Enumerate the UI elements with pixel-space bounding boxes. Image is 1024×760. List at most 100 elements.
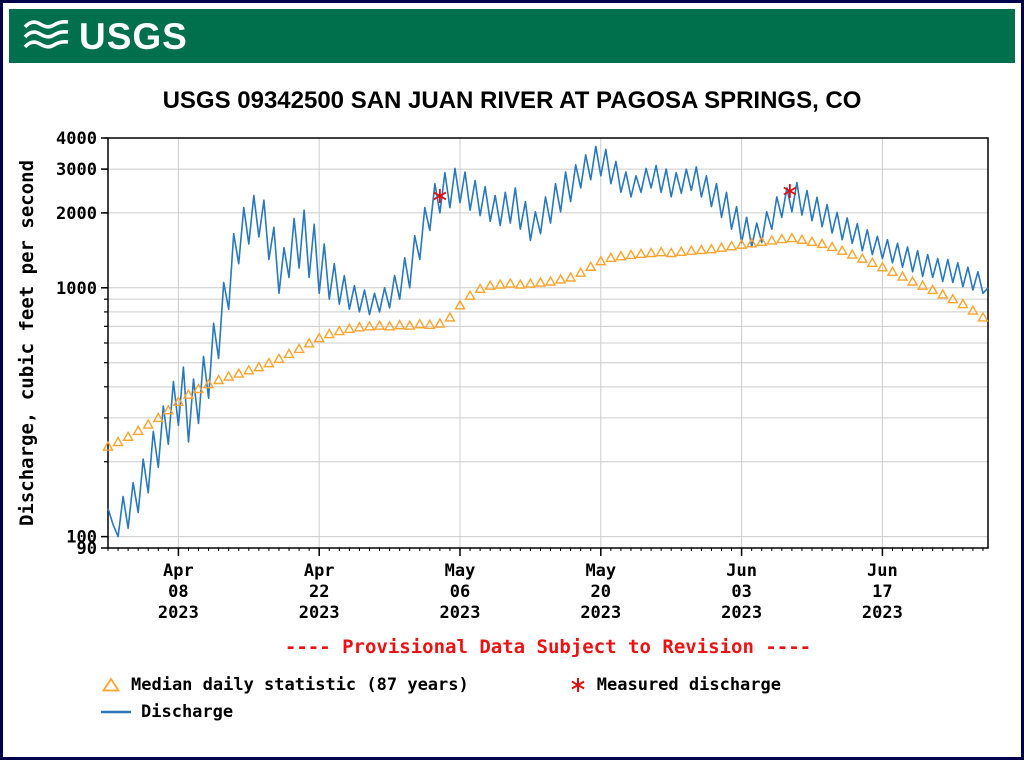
median-triangle-marker [122, 430, 134, 441]
discharge-line [107, 145, 989, 538]
svg-text:Apr: Apr [304, 561, 335, 581]
median-triangle-marker [233, 367, 245, 378]
median-triangle-icon [101, 676, 121, 694]
median-triangle-marker [494, 278, 506, 289]
median-triangle-marker [766, 234, 778, 245]
median-triangle-marker [796, 233, 808, 244]
usgs-header-banner: USGS [9, 9, 1015, 63]
measured-asterisk-icon [569, 676, 587, 694]
svg-text:2023: 2023 [580, 603, 621, 623]
hydrograph-svg: 400030002000100010090Apr082023Apr222023M… [16, 129, 989, 623]
median-triangle-marker [152, 411, 164, 423]
svg-text:1000: 1000 [56, 279, 97, 299]
svg-text:03: 03 [731, 582, 751, 602]
median-triangle-marker [937, 288, 949, 299]
median-triangle-marker [373, 319, 386, 330]
median-triangle-marker [323, 328, 335, 339]
svg-text:Jun: Jun [726, 561, 757, 581]
median-triangle-marker [926, 284, 939, 295]
svg-text:2023: 2023 [440, 603, 481, 623]
svg-text:Apr: Apr [163, 561, 194, 581]
median-triangle-marker [715, 241, 728, 252]
svg-text:4000: 4000 [56, 129, 97, 149]
median-triangle-marker [484, 279, 496, 290]
median-triangle-marker [393, 319, 406, 330]
median-triangle-marker [615, 250, 627, 261]
provisional-notice: ---- Provisional Data Subject to Revisio… [284, 636, 812, 658]
median-triangle-marker [142, 418, 154, 429]
svg-text:Discharge, cubic feet per seco: Discharge, cubic feet per second [16, 160, 38, 526]
median-triangle-marker [454, 299, 466, 310]
median-triangle-marker [605, 251, 617, 262]
median-triangle-marker [333, 325, 346, 336]
median-triangle-marker [202, 378, 215, 389]
median-triangle-marker [856, 252, 868, 263]
median-triangle-marker [303, 337, 315, 348]
median-triangle-marker [665, 247, 677, 258]
median-triangle-marker [957, 298, 969, 309]
median-triangle-marker [212, 374, 225, 385]
median-triangle-marker [404, 319, 416, 330]
median-triangle-marker [886, 265, 899, 276]
svg-text:2023: 2023 [862, 603, 903, 623]
legend-median-label: Median daily statistic (87 years) [131, 675, 469, 695]
measured-discharge-marker [433, 191, 447, 201]
svg-text:2000: 2000 [56, 204, 97, 224]
median-triangle-marker [434, 317, 446, 328]
median-triangle-marker [162, 404, 175, 415]
svg-text:2023: 2023 [299, 603, 340, 623]
median-triangle-marker [595, 255, 607, 266]
median-triangle-marker [363, 320, 376, 331]
discharge-line-icon [101, 708, 131, 716]
median-triangle-marker [585, 260, 597, 271]
svg-text:08: 08 [168, 582, 188, 602]
median-triangle-marker [273, 352, 285, 364]
svg-text:May: May [445, 561, 476, 581]
median-triangle-marker [836, 244, 848, 255]
legend-discharge-label: Discharge [141, 702, 234, 722]
median-triangle-marker [182, 388, 195, 399]
median-triangle-marker [554, 273, 567, 284]
median-triangle-marker [806, 235, 818, 247]
usgs-logo-text: USGS [79, 15, 188, 57]
median-triangle-marker [283, 348, 295, 359]
median-triangle-marker [464, 289, 476, 300]
median-triangle-marker [112, 436, 124, 447]
median-triangle-marker [947, 293, 959, 304]
median-triangle-marker [424, 318, 436, 330]
median-triangle-marker [293, 342, 305, 354]
median-triangle-marker [725, 240, 738, 251]
median-triangle-marker [826, 240, 838, 252]
chart-title: USGS 09342500 SAN JUAN RIVER AT PAGOSA S… [162, 87, 862, 114]
legend: Median daily statistic (87 years) Measur… [101, 675, 781, 722]
median-triangle-marker [735, 238, 748, 249]
median-triangle-marker [977, 311, 989, 322]
usgs-waves-icon [23, 16, 71, 56]
median-triangle-marker [866, 256, 879, 268]
svg-text:20: 20 [591, 582, 611, 602]
svg-text:2023: 2023 [721, 603, 762, 623]
median-triangle-marker [172, 395, 185, 407]
median-triangle-marker [685, 244, 698, 255]
median-triangle-marker [253, 361, 265, 372]
svg-text:100: 100 [66, 528, 97, 548]
median-triangle-marker [816, 238, 828, 249]
median-triangle-marker [474, 282, 486, 294]
median-triangle-marker [705, 243, 718, 254]
median-triangle-marker [263, 357, 275, 368]
median-triangle-marker [564, 271, 577, 282]
median-triangle-marker [102, 440, 114, 451]
median-triangle-marker [444, 311, 456, 322]
svg-text:90: 90 [77, 539, 97, 559]
median-triangle-marker [222, 370, 235, 381]
median-triangle-marker [544, 275, 557, 286]
usgs-logo[interactable]: USGS [9, 16, 188, 56]
median-triangle-marker [916, 279, 929, 290]
legend-row-statistics: Median daily statistic (87 years) Measur… [101, 675, 781, 695]
median-triangle-marker [383, 320, 396, 331]
median-triangle-marker [967, 304, 979, 315]
svg-text:Jun: Jun [867, 561, 898, 581]
median-triangle-marker [786, 232, 798, 243]
median-triangle-marker [675, 245, 687, 257]
